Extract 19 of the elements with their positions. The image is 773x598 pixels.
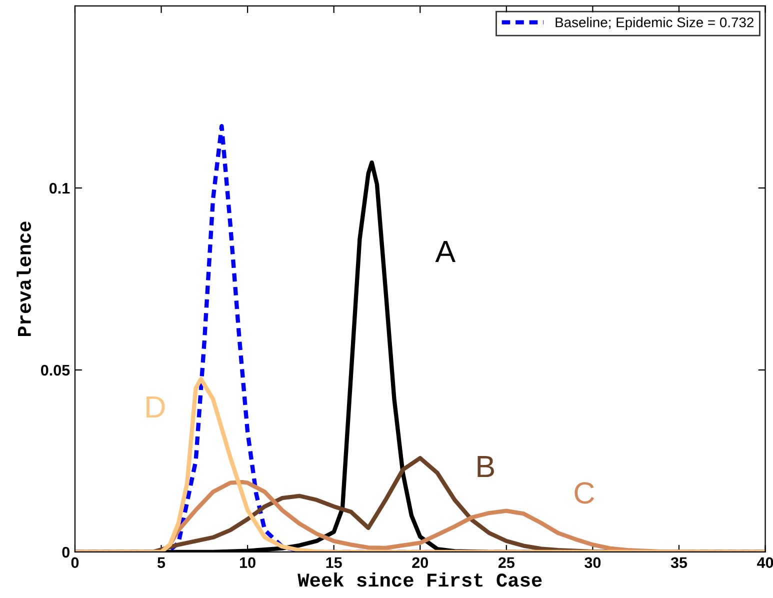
series-label: B <box>478 456 494 478</box>
x-tick-label: 20 <box>412 557 428 568</box>
x-tick-label: 0 <box>71 557 79 568</box>
x-axis-title: Week since First Case <box>298 572 542 587</box>
y-axis-title: Prevalence <box>16 222 31 336</box>
y-tick-label: 0.05 <box>40 364 70 376</box>
series-label: C <box>574 482 594 504</box>
x-tick-label: 35 <box>670 557 688 568</box>
legend-label: Baseline; Epidemic Size = 0.732 <box>556 17 754 30</box>
x-tick-label: 30 <box>584 557 601 568</box>
y-tick-label: 0.1 <box>49 182 70 194</box>
x-tick-label: 25 <box>498 557 514 568</box>
series-label: A <box>435 241 456 262</box>
x-tick-label: 40 <box>757 557 773 568</box>
series-label: D <box>146 396 165 418</box>
x-tick-label: 10 <box>240 557 256 568</box>
x-tick-label: 5 <box>157 557 166 568</box>
x-tick-label: 15 <box>326 557 342 568</box>
y-tick-label: 0 <box>62 546 70 558</box>
